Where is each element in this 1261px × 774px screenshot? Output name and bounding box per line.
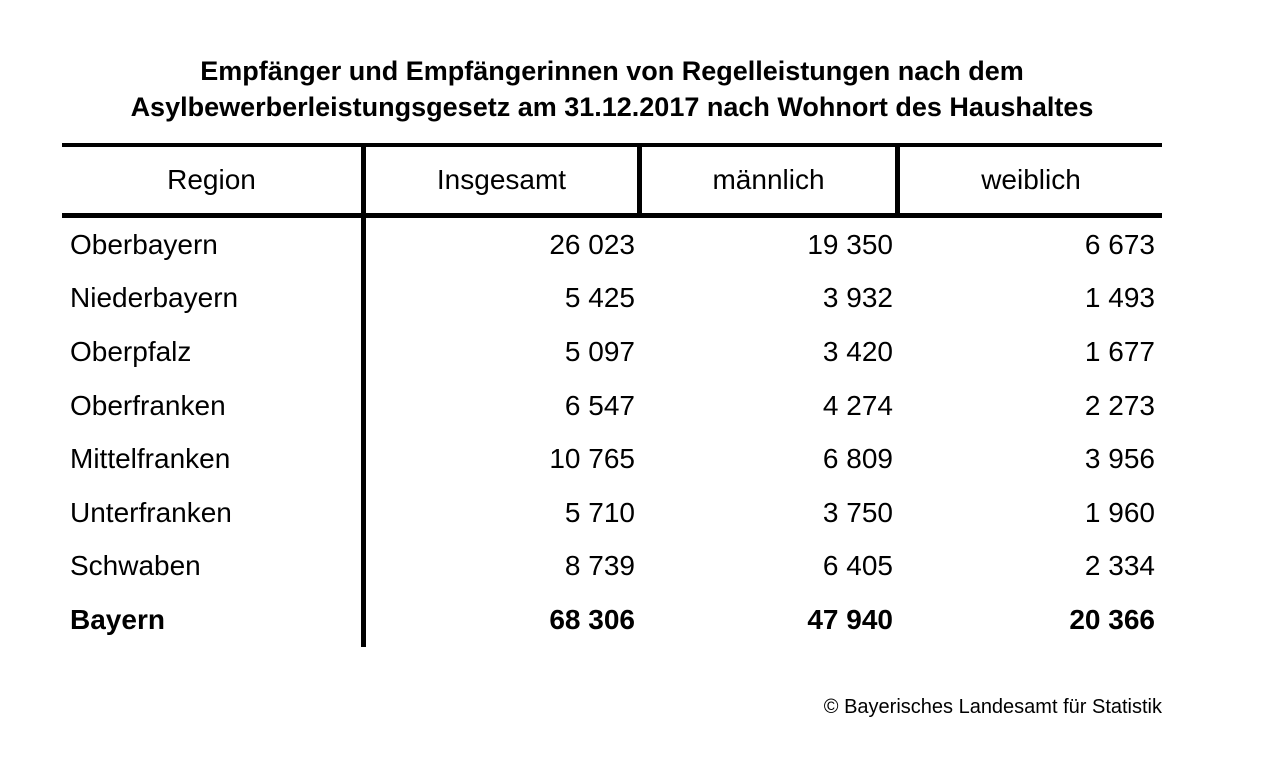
table-row-schwaben: Schwaben 8 739 6 405 2 334 bbox=[62, 539, 1162, 594]
table-row-oberfranken: Oberfranken 6 547 4 274 2 273 bbox=[62, 378, 1162, 433]
title-line-1: Empfänger und Empfängerinnen von Regelle… bbox=[200, 56, 1024, 86]
column-header-maennlich: männlich bbox=[642, 147, 900, 213]
page-title: Empfänger und Empfängerinnen von Regelle… bbox=[62, 53, 1162, 125]
weiblich-cell: 2 273 bbox=[1084, 389, 1155, 421]
insgesamt-cell: 26 023 bbox=[549, 228, 635, 260]
region-cell: Niederbayern bbox=[62, 271, 366, 326]
weiblich-cell: 1 960 bbox=[1084, 496, 1155, 528]
insgesamt-cell: 8 739 bbox=[564, 550, 635, 582]
table-header-row: Region Insgesamt männlich weiblich bbox=[62, 143, 1162, 218]
region-cell: Oberpfalz bbox=[62, 325, 366, 379]
maennlich-cell: 3 420 bbox=[822, 335, 893, 367]
insgesamt-cell: 68 306 bbox=[549, 603, 635, 635]
weiblich-cell: 6 673 bbox=[1084, 228, 1155, 260]
insgesamt-cell: 5 425 bbox=[564, 282, 635, 314]
column-header-insgesamt: Insgesamt bbox=[366, 147, 642, 213]
maennlich-cell: 6 405 bbox=[822, 550, 893, 582]
weiblich-cell: 1 677 bbox=[1084, 335, 1155, 367]
table-row-bayern-total: Bayern 68 306 47 940 20 366 bbox=[62, 593, 1162, 647]
title-line-2: Asylbewerberleistungsgesetz am 31.12.201… bbox=[130, 92, 1094, 122]
table-row-oberbayern: Oberbayern 26 023 19 350 6 673 bbox=[62, 218, 1162, 272]
insgesamt-cell: 5 710 bbox=[564, 496, 635, 528]
region-cell: Bayern bbox=[62, 593, 366, 647]
table-row-oberpfalz: Oberpfalz 5 097 3 420 1 677 bbox=[62, 325, 1162, 379]
maennlich-cell: 6 809 bbox=[822, 443, 893, 475]
insgesamt-cell: 5 097 bbox=[564, 335, 635, 367]
maennlich-cell: 19 350 bbox=[807, 228, 893, 260]
weiblich-cell: 3 956 bbox=[1084, 443, 1155, 475]
region-cell: Schwaben bbox=[62, 539, 366, 594]
weiblich-cell: 2 334 bbox=[1084, 550, 1155, 582]
table-row-niederbayern: Niederbayern 5 425 3 932 1 493 bbox=[62, 271, 1162, 326]
maennlich-cell: 3 750 bbox=[822, 496, 893, 528]
region-cell: Mittelfranken bbox=[62, 432, 366, 486]
column-header-region: Region bbox=[62, 147, 366, 213]
region-cell: Unterfranken bbox=[62, 485, 366, 540]
weiblich-cell: 1 493 bbox=[1084, 282, 1155, 314]
region-cell: Oberbayern bbox=[62, 218, 366, 272]
insgesamt-cell: 6 547 bbox=[564, 389, 635, 421]
maennlich-cell: 47 940 bbox=[807, 603, 893, 635]
maennlich-cell: 4 274 bbox=[822, 389, 893, 421]
table-row-unterfranken: Unterfranken 5 710 3 750 1 960 bbox=[62, 485, 1162, 540]
maennlich-cell: 3 932 bbox=[822, 282, 893, 314]
copyright-notice: © Bayerisches Landesamt für Statistik bbox=[823, 696, 1162, 718]
table-row-mittelfranken: Mittelfranken 10 765 6 809 3 956 bbox=[62, 432, 1162, 486]
column-header-weiblich: weiblich bbox=[981, 164, 1081, 195]
statistics-table: Region Insgesamt männlich weiblich Oberb… bbox=[62, 143, 1162, 647]
insgesamt-cell: 10 765 bbox=[549, 443, 635, 475]
weiblich-cell: 20 366 bbox=[1069, 603, 1155, 635]
region-cell: Oberfranken bbox=[62, 378, 366, 433]
table-body: Oberbayern 26 023 19 350 6 673 Niederbay… bbox=[62, 218, 1162, 647]
